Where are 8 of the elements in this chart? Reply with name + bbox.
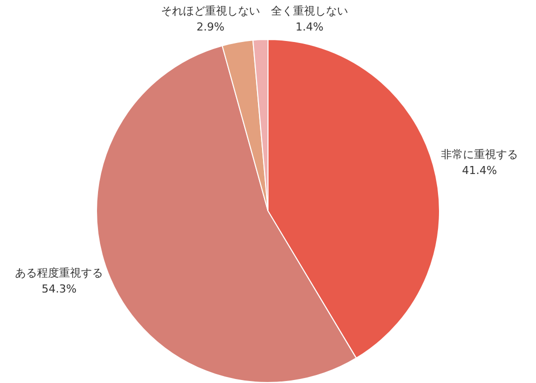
data-label: 2.9%	[196, 20, 224, 34]
data-label: 41.4%	[462, 164, 497, 177]
slice-label: 非常に重視する	[440, 148, 518, 161]
slice-label: それほど重視しない	[161, 4, 260, 18]
data-label: 54.3%	[42, 282, 77, 296]
data-label: 1.4%	[296, 20, 324, 34]
slice-label: 全く重視しない	[271, 4, 348, 18]
slice-label: ある程度重視する	[15, 266, 104, 280]
